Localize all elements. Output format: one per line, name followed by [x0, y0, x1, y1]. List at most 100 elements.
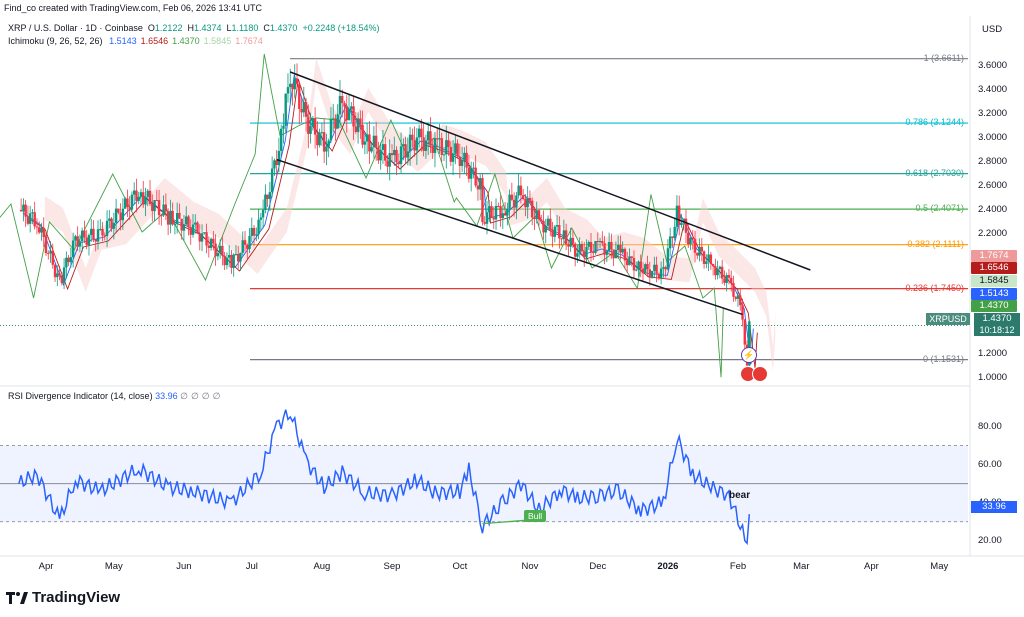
candle-body	[671, 236, 674, 238]
candle-body	[662, 267, 665, 269]
candle-body	[99, 228, 102, 230]
candle-body	[433, 138, 437, 153]
candle-body	[587, 242, 590, 247]
candle-body	[182, 224, 186, 231]
candle-body	[519, 185, 523, 196]
candle-body	[261, 209, 265, 218]
candle-body	[218, 245, 222, 254]
ohlc-h-label: H	[187, 23, 194, 33]
candle-body	[445, 140, 448, 155]
candle-body	[533, 217, 536, 220]
candle-body	[85, 237, 88, 246]
candle-body	[255, 234, 258, 236]
candle-body	[673, 226, 676, 238]
candle-body	[24, 204, 27, 217]
candle-body	[151, 204, 154, 211]
candle-body	[648, 269, 652, 278]
candle-body	[384, 144, 387, 161]
month-tick: Apr	[864, 561, 879, 572]
candle-body	[616, 244, 620, 250]
candle-body	[135, 190, 138, 201]
month-tick: Oct	[452, 561, 468, 572]
candle-body	[26, 216, 30, 224]
candle-body	[338, 96, 342, 115]
candle-body	[110, 218, 113, 229]
candle-body	[558, 225, 561, 239]
rsi-tick: 80.00	[978, 420, 1002, 432]
candle-body	[185, 216, 188, 225]
candle-body	[87, 235, 91, 246]
last-candle-body	[747, 325, 751, 353]
month-tick: Mar	[793, 561, 810, 572]
price-tick: 3.4000	[978, 84, 1008, 95]
candle-body	[463, 152, 466, 161]
candle-body	[38, 227, 41, 233]
candle-body	[732, 283, 735, 297]
us-flag-icon-2[interactable]	[752, 366, 768, 382]
candle-body	[571, 237, 575, 244]
candle-body	[621, 248, 624, 253]
candle-body	[309, 126, 312, 134]
ichimoku-value: 1.7674	[235, 36, 263, 46]
candle-body	[171, 210, 174, 225]
candle-body	[705, 261, 708, 265]
channel-lower-line	[276, 158, 743, 316]
candle-body	[381, 144, 385, 150]
candle-body	[709, 254, 713, 265]
candle-body	[257, 219, 260, 235]
candle-body	[322, 132, 326, 152]
rsi-value-box: 33.96	[971, 501, 1017, 513]
lagging-span-line	[0, 53, 724, 378]
candle-body	[537, 210, 541, 220]
candle-body	[67, 257, 70, 263]
candle-body	[583, 251, 586, 258]
candle-body	[259, 217, 263, 220]
candle-body	[83, 230, 86, 238]
candle-body	[635, 269, 638, 271]
candle-body	[506, 208, 509, 216]
candle-body	[415, 137, 419, 151]
month-tick: Apr	[38, 561, 54, 572]
candle-body	[130, 194, 134, 210]
candle-body	[431, 145, 434, 153]
candle-body	[49, 250, 52, 254]
candle-body	[664, 267, 667, 270]
lightning-event-icon[interactable]: ⚡	[741, 347, 757, 363]
candle-body	[553, 226, 557, 237]
candle-body	[687, 232, 690, 245]
candle-body	[535, 210, 538, 220]
candle-body	[573, 243, 577, 257]
candle-body	[727, 275, 731, 278]
rsi-header: RSI Divergence Indicator (14, close) 33.…	[8, 391, 223, 402]
candle-body	[576, 253, 579, 257]
candle-body	[40, 227, 43, 233]
candle-body	[492, 217, 495, 220]
tradingview-logo[interactable]: TradingView	[6, 589, 120, 606]
rsi-value: 33.96	[155, 391, 178, 401]
candle-body	[370, 147, 373, 152]
candle-body	[578, 243, 581, 254]
candle-body	[53, 264, 57, 278]
candle-body	[178, 212, 181, 219]
candle-body	[117, 208, 120, 213]
ohlc-o-label: O	[147, 23, 155, 33]
candle-body	[327, 140, 330, 147]
candle-body	[508, 194, 511, 209]
candle-body	[562, 230, 566, 240]
candle-body	[225, 257, 229, 266]
candle-body	[243, 240, 247, 245]
candle-body	[164, 204, 168, 212]
candle-body	[386, 160, 389, 167]
candle-body	[560, 238, 563, 240]
month-tick: Dec	[589, 561, 607, 572]
countdown-box: 10:18:12	[974, 324, 1020, 336]
candle-body	[691, 237, 694, 240]
candle-body	[300, 108, 303, 113]
candle-body	[402, 144, 405, 147]
candle-body	[526, 198, 529, 208]
candle-body	[601, 241, 604, 244]
fib-label: 0 (1.1531)	[922, 353, 964, 364]
candle-body	[160, 215, 163, 217]
candle-body	[246, 244, 249, 249]
